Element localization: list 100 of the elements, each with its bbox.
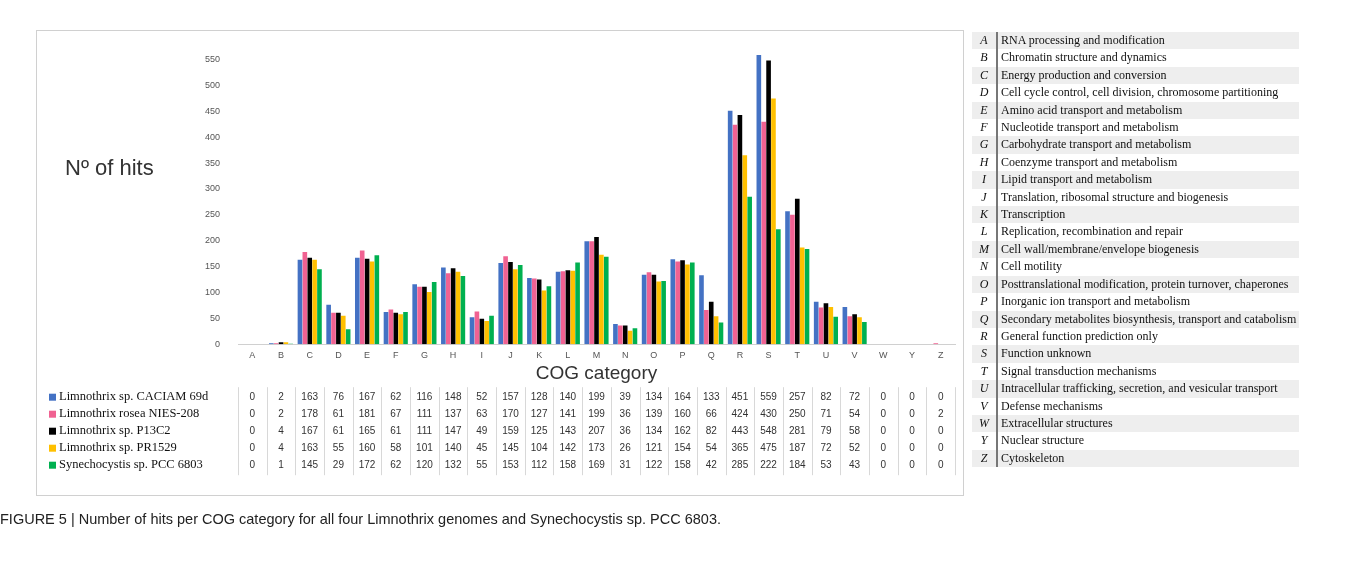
text: Transcription [1000,206,1067,224]
y-tick-label: 350 [204,157,221,168]
data-label: 222 [760,458,778,470]
y-tick-label: 450 [204,105,221,116]
data-label: 36 [619,407,632,419]
data-label: 160 [674,407,692,419]
x-tick-label: I [480,350,484,361]
data-label: 54 [705,441,718,453]
category-label: K [979,207,988,222]
text: Cell wall/membrane/envelope biogenesis [1000,240,1200,258]
data-label: 104 [530,441,548,453]
data-label: 365 [731,441,749,453]
data-label: 61 [332,407,345,419]
data-label: 199 [588,390,606,402]
data-label: 125 [530,424,548,436]
x-tick-label: M [592,350,601,361]
data-label: 181 [358,407,376,419]
data-label: 101 [416,441,434,453]
x-tick-label: B [278,350,285,361]
data-label: 55 [332,441,345,453]
x-tick-label: T [794,350,801,361]
x-tick-label: F [393,350,399,361]
data-label: 52 [476,390,488,402]
data-label: 285 [731,458,749,470]
legend-label: Synechocystis sp. PCC 6803 [59,457,203,472]
data-label: 120 [416,458,434,470]
x-tick-label: C [306,350,314,361]
x-axis-title: COG category [535,362,658,384]
x-tick-label: D [335,350,343,361]
data-label: 475 [760,441,778,453]
data-label: 2 [937,407,944,419]
y-tick-label: 50 [210,312,221,323]
data-label: 250 [788,407,807,419]
text: Inorganic ion transport and metabolism [1000,293,1192,311]
x-tick-label: Y [908,350,915,361]
data-label: 153 [502,458,520,470]
data-label: 158 [559,458,577,470]
legend-label: Limnothrix sp. P13C2 [59,423,171,438]
text: Extracellular structures [1000,414,1114,432]
data-label: 187 [788,441,807,453]
category-label: A [980,33,988,47]
category-label: J [981,189,987,204]
x-tick-label: Q [707,350,715,361]
category-label: U [979,381,989,396]
text: Chromatin structure and dynamics [1000,49,1168,67]
x-tick-label: G [420,350,428,361]
data-label: 0 [880,458,887,470]
data-label: 133 [702,390,720,402]
data-label: 165 [358,424,376,436]
text: Nucleotide transport and metabolism [1000,119,1180,137]
text: Secondary metabolites biosynthesis, transport and catabolism [1000,310,1298,328]
x-tick-label: P [679,350,686,361]
category-label: O [979,276,989,291]
data-label: 0 [249,390,256,402]
data-label: 2 [278,407,285,419]
data-label: 82 [820,390,832,402]
data-label: 443 [731,424,749,436]
category-label: V [980,398,988,413]
data-label: 169 [588,458,606,470]
data-label: 52 [849,441,861,453]
data-label: 0 [909,390,916,402]
text: Replication, recombination and repair [1000,223,1184,241]
data-label: 29 [332,458,345,470]
category-label: F [980,120,988,135]
data-label: 154 [674,441,692,453]
x-tick-label: E [364,350,371,361]
category-label: Q [979,311,989,326]
data-label: 178 [301,407,319,419]
y-tick-label: 500 [204,79,221,90]
data-label: 0 [937,458,944,470]
data-label: 134 [645,424,663,436]
data-label: 62 [390,458,402,470]
data-label: 0 [909,407,916,419]
data-label: 36 [619,424,632,436]
data-label: 45 [476,441,488,453]
category-label: P [980,294,988,309]
legend-label: Limnothrix rosea NIES-208 [59,406,200,421]
data-label: 54 [849,407,861,419]
data-label: 0 [937,390,944,402]
data-label: 145 [502,441,520,453]
data-label: 257 [788,390,807,402]
y-tick-label: 550 [204,54,221,65]
x-tick-label: V [851,350,858,361]
data-label: 111 [416,424,433,436]
data-label: 0 [880,424,887,436]
data-label: 1 [278,458,285,470]
legend-label: Limnothrix sp. CACIAM 69d [59,389,210,404]
data-label: 0 [880,441,887,453]
legend-label: Limnothrix sp. PR1529 [59,440,177,455]
y-axis-title: Nº of hits [65,155,154,181]
data-label: 43 [849,458,861,470]
data-label: 451 [731,390,749,402]
y-tick-label: 250 [204,209,221,220]
data-label: 55 [476,458,488,470]
text: Translation, ribosomal structure and biogenesis [1000,188,1230,206]
data-label: 26 [619,441,632,453]
data-label: 0 [249,458,256,470]
text: Cell motility [1000,258,1063,276]
data-label: 4 [278,441,285,453]
text: Carbohydrate transport and metabolism [1000,136,1193,154]
